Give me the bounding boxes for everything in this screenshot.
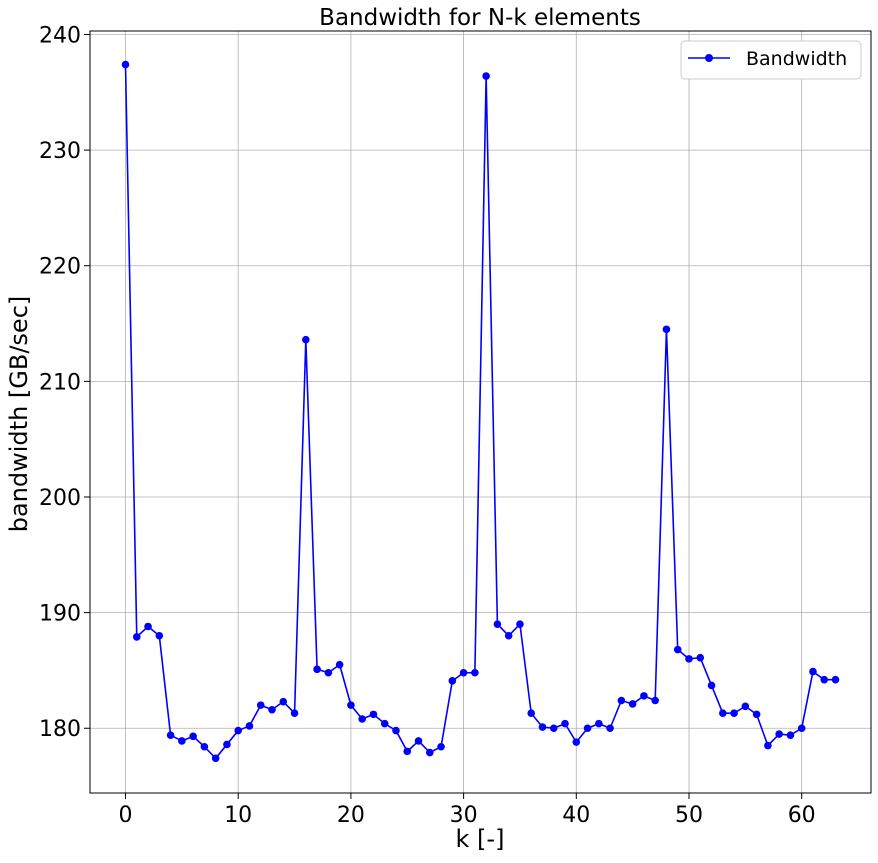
data-point [448, 677, 457, 685]
data-point [538, 723, 547, 731]
data-point [595, 719, 603, 728]
data-point [121, 60, 130, 69]
data-point [189, 732, 197, 741]
data-point [786, 731, 795, 739]
data-point [245, 722, 254, 730]
y-tick-label: 210 [39, 370, 81, 395]
x-tick-label: 20 [337, 803, 365, 828]
data-point [696, 653, 705, 662]
data-point [178, 737, 186, 745]
data-point [775, 730, 783, 738]
data-point [268, 705, 276, 714]
series-line-bandwidth [124, 64, 836, 760]
legend-box [680, 40, 862, 80]
data-point [561, 719, 569, 728]
legend-marker-swatch [705, 54, 713, 62]
data-point [831, 675, 840, 684]
y-tick-label: 180 [39, 717, 81, 742]
x-axis-label: k [-] [456, 825, 505, 853]
data-point [651, 696, 659, 705]
data-point [628, 700, 637, 708]
y-tick-label: 230 [39, 139, 81, 164]
data-point [459, 668, 468, 677]
data-point [820, 675, 829, 684]
y-tick-label: 220 [39, 255, 81, 280]
data-point [662, 325, 671, 334]
data-point [730, 709, 738, 718]
x-tick-label: 10 [224, 803, 252, 828]
data-point [358, 715, 366, 723]
legend-label-bandwidth: Bandwidth [746, 48, 847, 70]
x-tick-label: 30 [450, 803, 478, 828]
series-layer [121, 60, 840, 763]
data-point [809, 667, 817, 676]
data-point [437, 742, 445, 751]
data-point [132, 633, 141, 641]
y-axis-label: bandwidth [GB/sec] [5, 296, 33, 533]
data-point [347, 701, 355, 709]
axis-ticks: 0 10 20 30 40 50 60 180 190 200 210 220 230 240 [39, 23, 816, 828]
data-point [324, 668, 333, 677]
data-point [797, 724, 806, 733]
y-tick-label: 200 [39, 486, 81, 511]
data-point [516, 620, 524, 628]
x-tick-label: 0 [119, 803, 133, 828]
data-point [719, 709, 727, 718]
data-point [504, 631, 513, 640]
data-point [685, 655, 693, 663]
data-point [380, 719, 389, 728]
data-point [764, 741, 772, 750]
data-point [752, 710, 761, 719]
data-point [572, 738, 581, 746]
data-point [290, 709, 299, 718]
data-point [279, 697, 288, 706]
x-tick-label: 50 [675, 803, 703, 828]
data-point [144, 622, 152, 631]
data-point [617, 696, 626, 705]
data-point [369, 710, 378, 719]
legend: Bandwidth [680, 40, 862, 80]
data-point [707, 681, 716, 690]
data-point [256, 701, 265, 709]
data-point [549, 724, 558, 733]
grid-lines [90, 31, 871, 793]
data-point [583, 724, 592, 733]
data-point [211, 754, 220, 763]
data-point [392, 726, 400, 735]
data-point [673, 645, 682, 654]
data-point [414, 737, 423, 745]
y-tick-label: 240 [39, 23, 81, 48]
data-point [493, 620, 502, 628]
data-point [482, 72, 490, 80]
data-point [155, 631, 164, 640]
plot-area-frame [89, 30, 872, 794]
data-point [403, 747, 412, 756]
data-point [606, 724, 614, 733]
data-point [335, 660, 344, 669]
data-point [425, 748, 434, 757]
data-point [313, 665, 321, 674]
chart-title: Bandwidth for N-k elements [319, 5, 641, 31]
data-point [223, 740, 231, 749]
x-tick-label: 40 [562, 803, 590, 828]
x-tick-label: 60 [788, 803, 816, 828]
data-point [234, 726, 242, 735]
data-point [471, 668, 479, 677]
y-tick-label: 190 [39, 602, 81, 627]
data-point [741, 702, 750, 711]
data-point [640, 692, 648, 700]
data-point [527, 709, 536, 718]
data-point [166, 731, 175, 739]
data-point [200, 742, 209, 751]
data-point [302, 335, 310, 344]
